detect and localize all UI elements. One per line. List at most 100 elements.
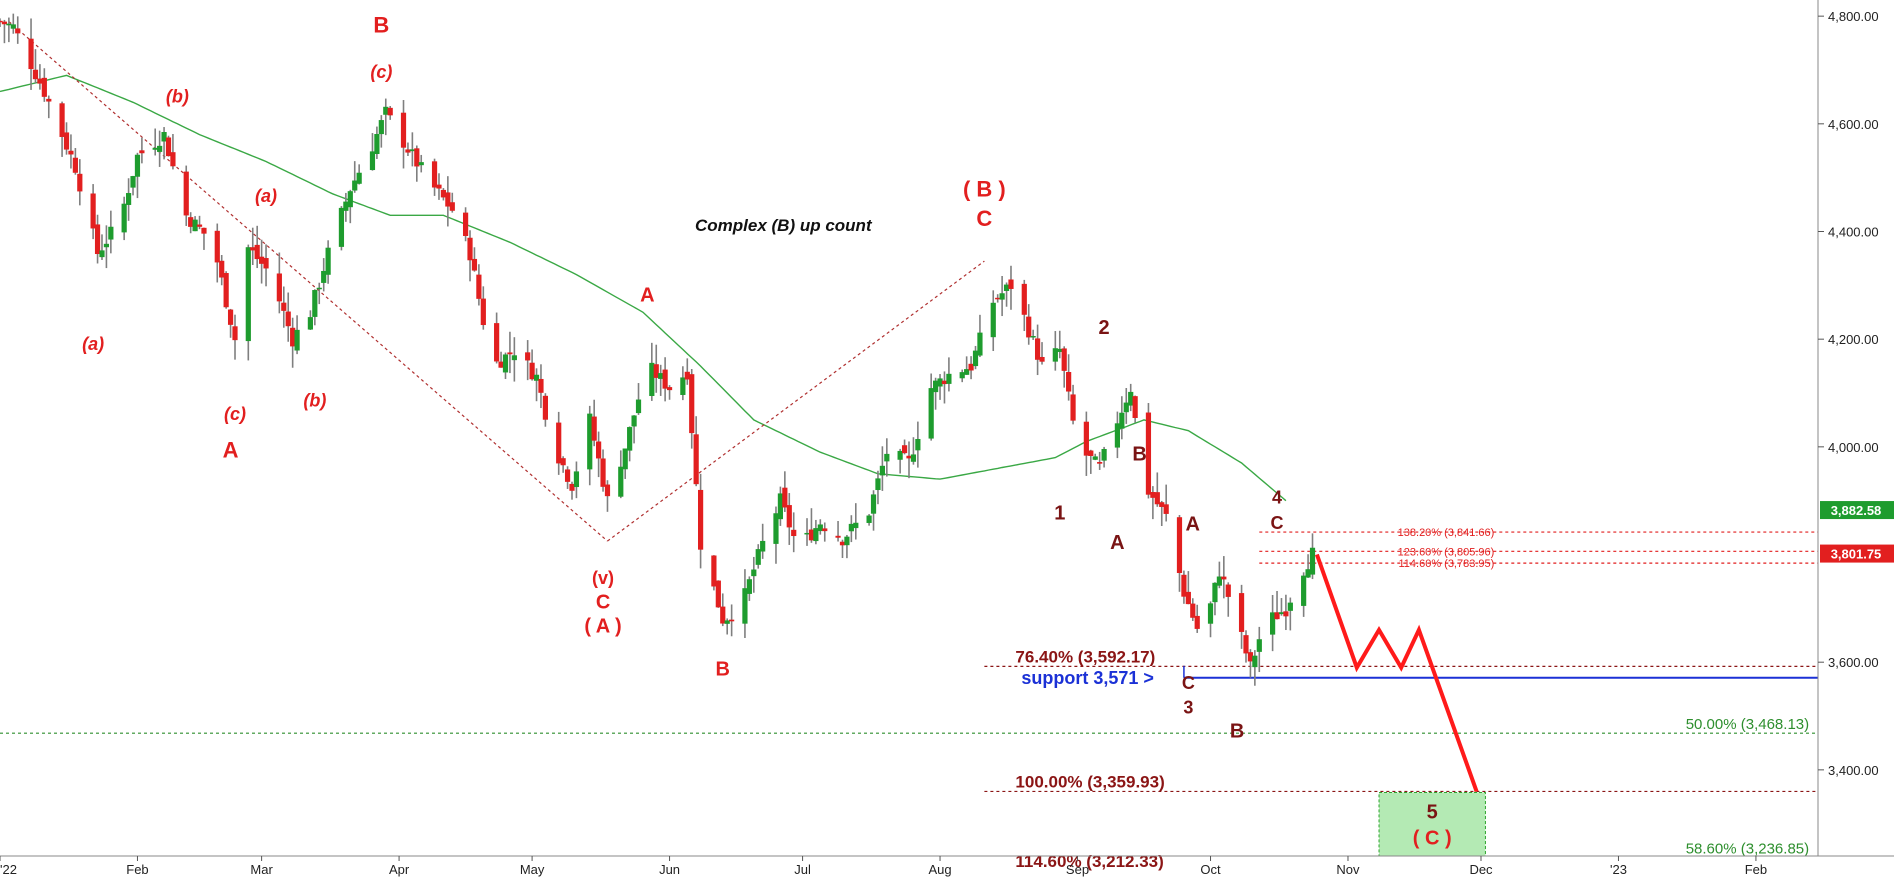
x-tick-label: May — [520, 862, 545, 877]
candle-down — [1132, 396, 1138, 418]
candle-up — [192, 219, 198, 232]
candle-down — [529, 362, 535, 380]
candle-up — [1128, 391, 1134, 406]
wave-label: A — [223, 438, 239, 463]
candle-up — [875, 478, 881, 491]
candle-up — [649, 362, 655, 397]
candle-down — [15, 28, 21, 34]
candle-up — [946, 373, 952, 384]
candle-down — [1190, 603, 1196, 618]
candle-up — [844, 536, 850, 546]
fib-label: 50.00% (3,468.13) — [1686, 716, 1809, 733]
candle-down — [1021, 283, 1027, 315]
candle-up — [1216, 576, 1222, 586]
projection-line — [1315, 553, 1479, 793]
candle-down — [604, 484, 611, 497]
candle-down — [591, 416, 597, 441]
wave-label: (a) — [255, 186, 277, 206]
x-tick-label: Dec — [1469, 862, 1493, 877]
candle-down — [405, 149, 411, 153]
candle-down — [440, 189, 447, 198]
candle-down — [471, 258, 478, 271]
candle-down — [689, 374, 695, 434]
candle-up — [409, 149, 415, 152]
candle-up — [573, 471, 580, 488]
candle-up — [374, 133, 380, 154]
wave-label: C — [1271, 513, 1284, 533]
candle-down — [63, 132, 70, 150]
candle-down — [995, 297, 1001, 300]
candle-down — [941, 380, 948, 385]
candle-down — [290, 327, 296, 347]
candle-down — [542, 395, 548, 420]
candle-up — [130, 176, 136, 188]
candle-down — [46, 98, 52, 102]
candle-up — [990, 302, 996, 338]
candle-down — [259, 256, 265, 264]
candle-down — [782, 487, 788, 508]
candle-down — [28, 38, 34, 70]
candle-down — [94, 224, 101, 255]
chart-annotation: Complex (B) up count — [695, 216, 873, 235]
candle-down — [37, 78, 43, 84]
wave-label: 2 — [1099, 317, 1110, 339]
candle-down — [1145, 412, 1152, 495]
candle-down — [285, 311, 291, 327]
candle-down — [697, 489, 704, 550]
candle-down — [684, 371, 690, 380]
candle-down — [188, 217, 194, 227]
candle-down — [1243, 635, 1249, 654]
wave-label: B — [1230, 721, 1244, 743]
candle-up — [511, 355, 517, 361]
candle-down — [569, 483, 575, 491]
candle-down — [90, 193, 96, 229]
candle-down — [276, 273, 282, 302]
wave-label: C — [1182, 673, 1195, 693]
candle-up — [1057, 348, 1063, 352]
candle-up — [533, 374, 540, 381]
x-tick-label: Jun — [659, 862, 680, 877]
candle-down — [1061, 348, 1067, 371]
candle-up — [125, 193, 132, 205]
candle-up — [1101, 448, 1107, 461]
candle-down — [711, 555, 717, 587]
candle-down — [170, 152, 176, 167]
candle-up — [316, 287, 322, 290]
candle-down — [1163, 504, 1169, 514]
candle-up — [121, 203, 127, 233]
candle-up — [631, 415, 637, 427]
candle-down — [165, 137, 172, 157]
candle-up — [622, 448, 628, 470]
wave-label: A — [1110, 532, 1124, 554]
candle-up — [1301, 575, 1307, 606]
wave-label: A — [1186, 513, 1200, 535]
wave-label: (v) — [592, 568, 614, 588]
candle-down — [223, 273, 229, 308]
candle-down — [968, 363, 974, 371]
candle-up — [999, 293, 1005, 300]
candle-up — [1305, 569, 1311, 578]
candle-down — [72, 157, 78, 173]
candle-down — [400, 112, 407, 148]
candle-down — [387, 107, 393, 116]
candle-down — [538, 378, 544, 393]
candle-down — [906, 455, 912, 459]
candle-down — [41, 77, 47, 97]
wave-label: (a) — [82, 334, 104, 354]
candle-down — [564, 469, 571, 482]
candle-down — [59, 103, 65, 137]
candle-up — [103, 243, 110, 248]
candle-up — [635, 399, 642, 414]
candle-down — [32, 69, 39, 80]
y-tick-label: 3,400.00 — [1828, 763, 1879, 778]
candle-up — [680, 377, 686, 395]
candle-down — [596, 441, 602, 459]
trend-line — [607, 260, 985, 542]
wave-label: C — [976, 206, 992, 231]
candle-down — [693, 434, 699, 485]
candle-down — [901, 445, 908, 454]
x-tick-label: '23 — [1610, 862, 1627, 877]
candle-down — [232, 326, 238, 341]
candle-down — [1083, 421, 1089, 456]
